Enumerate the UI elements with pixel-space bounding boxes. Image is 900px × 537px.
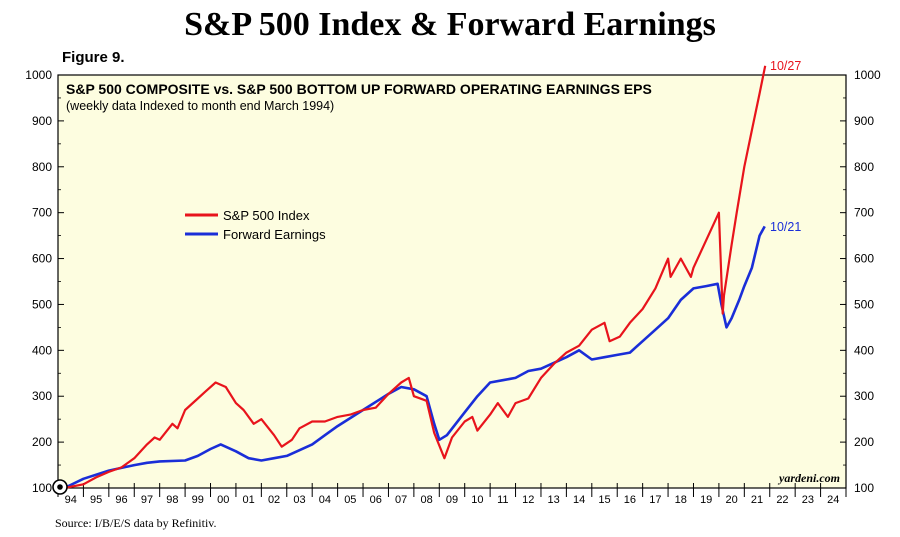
- x-tick-label: 14: [573, 494, 585, 506]
- chart-title: S&P 500 Index & Forward Earnings: [184, 6, 716, 43]
- legend: S&P 500 Index Forward Earnings: [185, 208, 326, 242]
- legend-label-earnings: Forward Earnings: [223, 227, 326, 242]
- x-tick-label: 23: [802, 494, 814, 506]
- x-tick-label: 06: [370, 494, 382, 506]
- x-tick-label: 01: [243, 494, 255, 506]
- x-tick-label: 22: [776, 494, 788, 506]
- y-tick-label: 600: [32, 252, 52, 266]
- x-tick-label: 98: [166, 494, 178, 506]
- end-label-sp500: 10/27: [770, 59, 801, 73]
- y-tick-label: 300: [32, 389, 52, 403]
- x-tick-label: 19: [700, 494, 712, 506]
- x-tick-label: 03: [293, 494, 305, 506]
- y-tick-label: 100: [854, 481, 874, 495]
- x-tick-label: 99: [192, 494, 204, 506]
- y-tick-label: 600: [854, 252, 874, 266]
- y-axis-right: 100 200 300 400 500 600 700 800 900 1000: [840, 68, 881, 495]
- y-tick-label: 300: [854, 389, 874, 403]
- x-tick-label: 16: [624, 494, 636, 506]
- end-label-earnings: 10/21: [770, 220, 801, 234]
- y-tick-label: 1000: [25, 68, 52, 82]
- y-tick-label: 700: [32, 206, 52, 220]
- source-note: Source: I/B/E/S data by Refinitiv.: [55, 516, 217, 530]
- plot-area: [57, 74, 847, 489]
- x-tick-label: 12: [522, 494, 534, 506]
- x-tick-label: 94: [65, 494, 77, 506]
- x-tick-label: 95: [90, 494, 102, 506]
- y-tick-label: 500: [854, 297, 874, 311]
- y-tick-label: 900: [32, 114, 52, 128]
- x-tick-label: 10: [471, 494, 483, 506]
- series-line-forward-earnings: [63, 225, 766, 490]
- y-tick-label: 700: [854, 206, 874, 220]
- start-marker: [52, 479, 68, 495]
- series-line-sp500: [64, 65, 767, 490]
- figure-label: Figure 9.: [62, 49, 125, 66]
- chart-inner-title: S&P 500 COMPOSITE vs. S&P 500 BOTTOM UP …: [66, 81, 652, 97]
- x-tick-label: 17: [649, 494, 661, 506]
- chart-subtitle: (weekly data Indexed to month end March …: [66, 99, 334, 113]
- legend-label-sp500: S&P 500 Index: [223, 208, 310, 223]
- x-tick-label: 04: [319, 494, 331, 506]
- x-tick-label: 21: [751, 494, 763, 506]
- x-tick-label: 15: [598, 494, 610, 506]
- y-tick-label: 1000: [854, 68, 881, 82]
- y-tick-label: 800: [32, 160, 52, 174]
- x-tick-label: 20: [725, 494, 737, 506]
- x-tick-label: 24: [827, 494, 839, 506]
- x-tick-label: 11: [497, 494, 508, 506]
- x-tick-label: 18: [675, 494, 687, 506]
- y-tick-label: 900: [854, 114, 874, 128]
- y-tick-label: 400: [854, 343, 874, 357]
- x-tick-label: 07: [395, 494, 407, 506]
- y-tick-label: 100: [32, 481, 52, 495]
- y-tick-label: 800: [854, 160, 874, 174]
- y-tick-label: 200: [854, 435, 874, 449]
- x-tick-label: 05: [344, 494, 356, 506]
- x-tick-label: 13: [548, 494, 560, 506]
- x-tick-label: 00: [217, 494, 229, 506]
- x-tick-label: 97: [141, 494, 153, 506]
- y-axis-left: 100 200 300 400 500 600 700 800 900 1000: [25, 68, 64, 495]
- x-tick-label: 96: [115, 494, 127, 506]
- x-tick-label: 08: [420, 494, 432, 506]
- x-tick-label: 02: [268, 494, 280, 506]
- x-axis: 94 95 96 97 98 99 00 01 02 03 04 05 06 07 08 09 10 11 12 13…: [57, 483, 847, 506]
- y-tick-label: 500: [32, 297, 52, 311]
- y-tick-label: 400: [32, 343, 52, 357]
- x-tick-label: 09: [446, 494, 458, 506]
- y-tick-label: 200: [32, 435, 52, 449]
- watermark: yardeni.com: [777, 471, 840, 485]
